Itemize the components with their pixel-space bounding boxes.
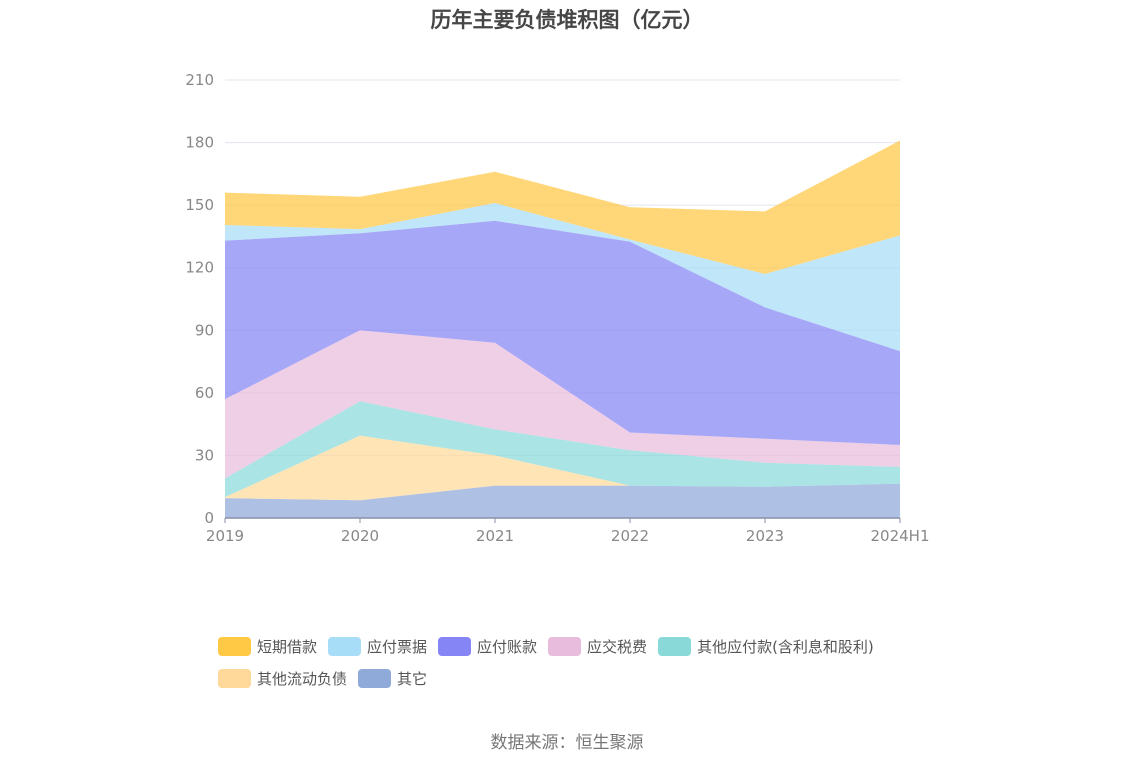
area-series [225, 140, 900, 518]
legend-label: 短期借款 [257, 637, 318, 656]
y-tick-label: 180 [185, 134, 214, 152]
x-tick-label: 2019 [206, 527, 244, 545]
legend-item[interactable]: 其它 [358, 668, 427, 689]
x-tick-label: 2023 [746, 527, 784, 545]
legend-label: 应交税费 [587, 637, 648, 656]
legend-swatch [218, 636, 251, 656]
legend-label: 应付票据 [367, 637, 428, 656]
legend-swatch [548, 636, 582, 656]
area-series-6[interactable] [225, 140, 900, 274]
legend-swatch [328, 636, 362, 656]
area-series-0[interactable] [225, 483, 900, 518]
y-tick-label: 30 [195, 446, 214, 464]
legend-label: 其他流动负债 [257, 669, 348, 688]
data-source-note: 数据来源：恒生聚源 [490, 733, 644, 753]
legend-swatch [358, 668, 392, 688]
area-series-2[interactable] [225, 401, 900, 498]
legend-item[interactable]: 其他流动负债 [218, 668, 347, 689]
y-tick-label: 150 [185, 196, 214, 214]
chart-title: 历年主要负债堆积图（亿元） [430, 8, 704, 32]
legend-swatch [438, 636, 472, 656]
legend-swatch [658, 636, 692, 656]
legend-label: 其它 [397, 669, 428, 688]
y-tick-label: 90 [195, 321, 214, 339]
legend: 短期借款 应付票据 应付账款 应交税费 其他应付款(含利息和股利) 其他流动负债 其它 [218, 630, 938, 694]
x-tick-label: 2022 [611, 527, 649, 545]
x-tick-label: 2024H1 [871, 527, 930, 545]
axes: 0 30 60 90 120 150 180 210 2019 2020 2021 2022 2023 2… [185, 71, 929, 545]
area-series-1[interactable] [225, 435, 900, 501]
legend-swatch [218, 668, 251, 688]
legend-row: 其他流动负债 其它 [218, 662, 938, 694]
y-tick-label: 210 [185, 71, 214, 89]
area-series-4[interactable] [225, 220, 900, 445]
legend-item[interactable]: 其他应付款(含利息和股利) [658, 636, 874, 657]
area-series-5[interactable] [225, 203, 900, 352]
legend-item[interactable]: 应交税费 [548, 636, 647, 657]
legend-item[interactable]: 应付账款 [438, 636, 537, 657]
area-series-3[interactable] [225, 330, 900, 479]
x-tick-label: 2021 [476, 527, 514, 545]
legend-row: 短期借款 应付票据 应付账款 应交税费 其他应付款(含利息和股利) [218, 630, 938, 662]
y-tick-label: 60 [195, 384, 214, 402]
legend-item[interactable]: 应付票据 [328, 636, 427, 657]
x-tick-label: 2020 [341, 527, 379, 545]
y-tick-label: 0 [204, 509, 214, 527]
y-tick-label: 120 [185, 259, 214, 277]
legend-item[interactable]: 短期借款 [218, 636, 317, 657]
legend-label: 其他应付款(含利息和股利) [697, 637, 874, 656]
legend-label: 应付账款 [477, 637, 538, 656]
